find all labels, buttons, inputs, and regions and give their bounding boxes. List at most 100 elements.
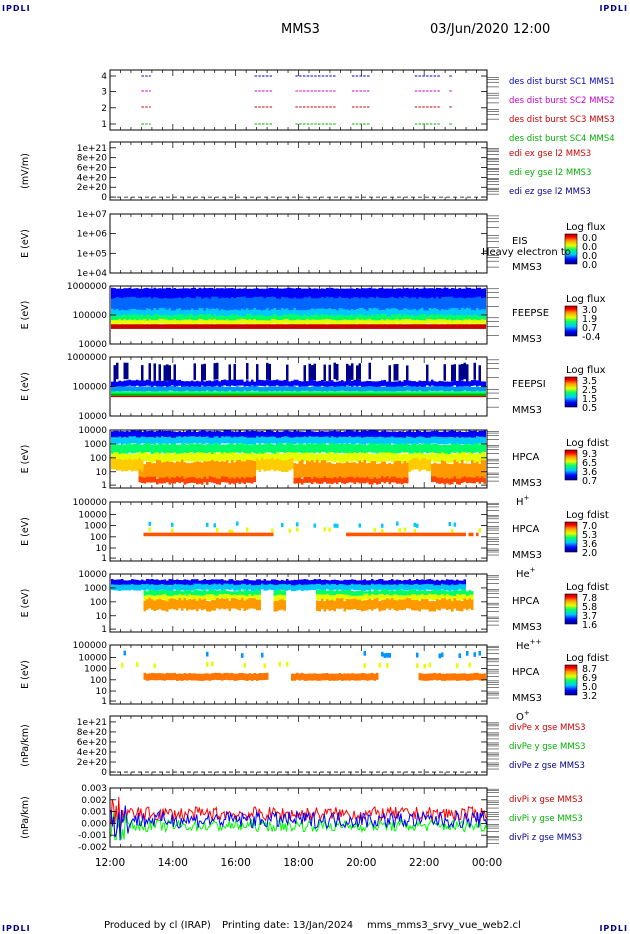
spectrogram-cell xyxy=(198,324,201,329)
spectrogram-cell xyxy=(301,386,304,391)
spectrogram-cell xyxy=(246,459,249,478)
spacecraft-label: MMS3 xyxy=(512,405,542,416)
spectrogram-cell xyxy=(341,594,344,600)
spectrogram-cell xyxy=(418,296,421,312)
spectrogram-cell xyxy=(198,590,201,597)
spectrogram-cell xyxy=(316,319,319,325)
spectrogram-cell xyxy=(173,395,176,398)
y-axis-label: E (eV) xyxy=(20,301,31,330)
spectrogram-cell xyxy=(378,315,381,323)
spectrogram-cell xyxy=(141,393,144,396)
spectrogram-cell xyxy=(158,590,161,597)
spectrogram-cell xyxy=(348,393,351,396)
spectrogram-cell xyxy=(243,296,246,311)
spectrogram-cell xyxy=(158,595,161,601)
spectrogram-cell xyxy=(256,431,259,439)
spectrogram-cell xyxy=(413,431,416,439)
spectrogram-cell xyxy=(346,395,349,398)
spectrogram-cell xyxy=(131,296,134,312)
spectrogram-cell xyxy=(388,297,391,312)
spectrogram-cell xyxy=(218,599,221,610)
spectrogram-cell xyxy=(268,391,271,394)
spectrogram-cell xyxy=(411,431,414,439)
spectrogram-cell xyxy=(423,599,426,610)
spectrogram-cell xyxy=(168,298,171,314)
spectrogram-cell xyxy=(241,393,244,396)
colorbar-tick-label: 3.6 xyxy=(582,467,597,478)
spectrogram-cell xyxy=(118,579,121,586)
spectrogram-cell xyxy=(163,444,166,454)
spectrogram-cell xyxy=(338,381,341,388)
spectrogram-cell xyxy=(243,431,246,439)
spectrogram-cell xyxy=(271,380,274,387)
spectrogram-cell xyxy=(223,452,226,461)
spectrogram-cell xyxy=(338,462,341,481)
spectrogram-cell xyxy=(443,386,446,392)
spectrogram-cell xyxy=(331,599,334,611)
spectrogram-cell xyxy=(453,395,456,398)
spectrogram-cell xyxy=(338,583,341,590)
spectrogram-cell xyxy=(288,386,291,391)
spectrogram-cell xyxy=(271,457,274,470)
spectrogram-cell xyxy=(128,315,131,322)
spectrogram-cell xyxy=(451,308,454,317)
spectrogram-cell xyxy=(146,386,149,392)
spectrogram-cell xyxy=(446,532,449,537)
spectrogram-cell xyxy=(206,673,209,681)
spectrogram-cell xyxy=(206,651,209,657)
spectrogram-cell xyxy=(136,297,139,313)
spectrogram-cell xyxy=(158,580,161,587)
spectrogram-cell xyxy=(218,437,221,445)
spectrogram-cell xyxy=(366,452,369,462)
spectrogram-cell xyxy=(353,579,356,586)
spectrogram-cell xyxy=(356,590,359,597)
spectrogram-cell xyxy=(288,580,291,587)
spectrogram-cell xyxy=(368,598,371,610)
spectrogram-cell xyxy=(203,444,206,455)
spectrogram-cell xyxy=(413,457,416,470)
spectrogram-cell xyxy=(238,589,241,596)
spectrogram-cell xyxy=(436,393,439,396)
spectrogram-cell xyxy=(211,391,214,394)
spectrogram-cell xyxy=(243,386,246,391)
spectrogram-cell xyxy=(428,459,431,472)
spectrogram-cell xyxy=(383,452,386,462)
spectrogram-cell xyxy=(173,599,176,610)
spectrogram-cell xyxy=(146,395,149,398)
spectrogram-cell xyxy=(383,653,386,658)
spectrogram-cell xyxy=(341,598,344,609)
spectrogram-cell xyxy=(161,307,164,317)
spectrogram-cell xyxy=(463,298,466,313)
spectrogram-cell xyxy=(191,477,194,483)
spectrogram-cell xyxy=(393,590,396,597)
spectrogram-cell xyxy=(146,476,149,483)
spectrogram-cell xyxy=(468,444,471,454)
spectrogram-cell xyxy=(426,318,429,324)
spectrogram-cell xyxy=(361,324,364,329)
spectrogram-cell xyxy=(468,662,471,668)
spectrogram-cell xyxy=(146,673,149,681)
spectrogram-cell xyxy=(403,579,406,586)
spectrogram-cell xyxy=(216,393,219,396)
spectrogram-cell xyxy=(211,594,214,600)
spectrogram-cell xyxy=(308,477,311,483)
spectrogram-cell xyxy=(208,314,211,322)
spectrogram-cell xyxy=(441,673,444,681)
spectrogram-cell xyxy=(308,319,311,325)
spectrogram-cell xyxy=(323,476,326,483)
spectrogram-cell xyxy=(311,673,314,681)
spectrogram-cell xyxy=(378,436,381,444)
spectrogram-cell xyxy=(193,381,196,388)
spectrogram-cell xyxy=(433,601,436,612)
spectrogram-cell xyxy=(483,315,486,323)
spectrogram-cell xyxy=(111,437,114,445)
spectrogram-cell xyxy=(153,393,156,396)
spectrogram-cell xyxy=(148,430,151,438)
spectrogram-cell xyxy=(461,452,464,461)
spectrogram-cell xyxy=(216,532,219,537)
spectrogram-cell xyxy=(188,590,191,596)
spectrogram-cell xyxy=(481,452,484,461)
spectrogram-cell xyxy=(393,532,396,537)
spectrogram-cell xyxy=(203,436,206,444)
spectrogram-cell xyxy=(223,324,226,329)
